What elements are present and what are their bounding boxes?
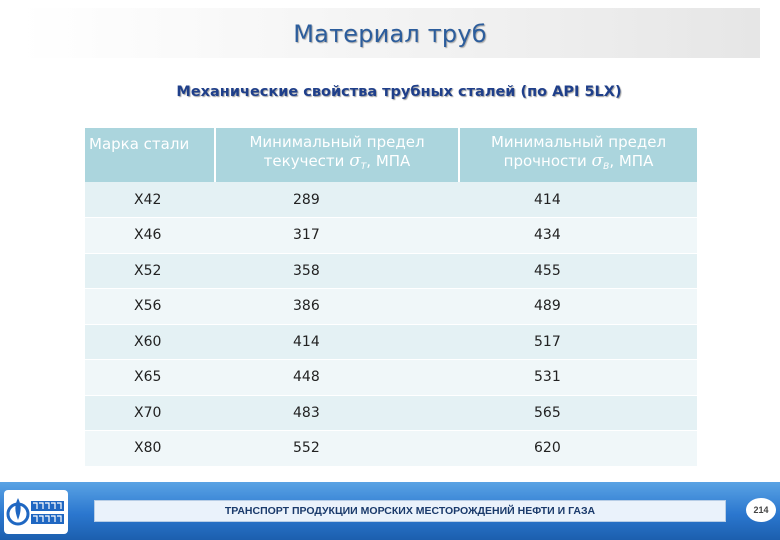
yield-cell: 414 — [215, 324, 459, 360]
steel-properties-table: Марка стали Минимальный предел текучести… — [85, 128, 697, 467]
yield-cell: 289 — [215, 182, 459, 218]
yield-sigma-subscript: T — [360, 162, 367, 172]
header-yield-unit: , МПА — [366, 152, 411, 170]
table-row: X65 448 531 — [85, 359, 697, 396]
yield-sigma-symbol: σ — [349, 151, 361, 171]
tensile-sigma-symbol: σ — [591, 151, 604, 171]
table-header-row: Марка стали Минимальный предел текучести… — [85, 128, 697, 182]
gazprom-flame-icon — [6, 498, 64, 526]
header-tensile: Минимальный предел прочности σB, МПА — [459, 128, 697, 182]
header-yield-line2: текучести — [263, 152, 345, 170]
grade-cell: X46 — [85, 217, 215, 254]
grade-cell: X52 — [85, 253, 215, 289]
table-row: X52 358 455 — [85, 253, 697, 289]
yield-cell: 552 — [215, 430, 459, 467]
yield-cell: 317 — [215, 217, 459, 254]
grade-cell: X60 — [85, 324, 215, 360]
yield-cell: 448 — [215, 359, 459, 396]
table-subtitle: Механические свойства трубных сталей (по… — [176, 84, 622, 100]
header-tensile-line2: прочности — [503, 152, 587, 170]
tensile-cell: 517 — [459, 324, 697, 360]
header-grade: Марка стали — [85, 128, 216, 182]
table-row: X42 289 414 — [85, 182, 697, 218]
grade-cell: X42 — [85, 182, 215, 218]
tensile-cell: 455 — [459, 253, 697, 289]
table-row: X80 552 620 — [85, 430, 697, 467]
grade-cell: X56 — [85, 288, 215, 325]
tensile-cell: 434 — [459, 217, 697, 254]
page-number: 214 — [746, 498, 776, 522]
title-band — [20, 8, 760, 58]
grade-cell: X80 — [85, 430, 215, 467]
tensile-cell: 565 — [459, 395, 697, 431]
gazprom-logo — [4, 490, 68, 534]
slide-title: Материал труб — [293, 20, 487, 48]
header-tensile-unit: , МПА — [609, 152, 654, 170]
tensile-sigma-subscript: B — [603, 162, 610, 172]
tensile-cell: 531 — [459, 359, 697, 396]
header-yield: Минимальный предел текучести σT, МПА — [215, 128, 460, 182]
header-tensile-line1: Минимальный предел — [490, 133, 667, 151]
table-row: X46 317 434 — [85, 217, 697, 254]
tensile-cell: 620 — [459, 430, 697, 467]
yield-cell: 483 — [215, 395, 459, 431]
table-row: X70 483 565 — [85, 395, 697, 431]
yield-cell: 386 — [215, 288, 459, 325]
footer-text: ТРАНСПОРТ ПРОДУКЦИИ МОРСКИХ МЕСТОРОЖДЕНИ… — [94, 500, 726, 522]
table-row: X60 414 517 — [85, 324, 697, 360]
yield-cell: 358 — [215, 253, 459, 289]
grade-cell: X70 — [85, 395, 215, 431]
tensile-cell: 489 — [459, 288, 697, 325]
header-yield-line1: Минимальный предел — [249, 133, 425, 151]
tensile-cell: 414 — [459, 182, 697, 218]
table-row: X56 386 489 — [85, 288, 697, 325]
grade-cell: X65 — [85, 359, 215, 396]
